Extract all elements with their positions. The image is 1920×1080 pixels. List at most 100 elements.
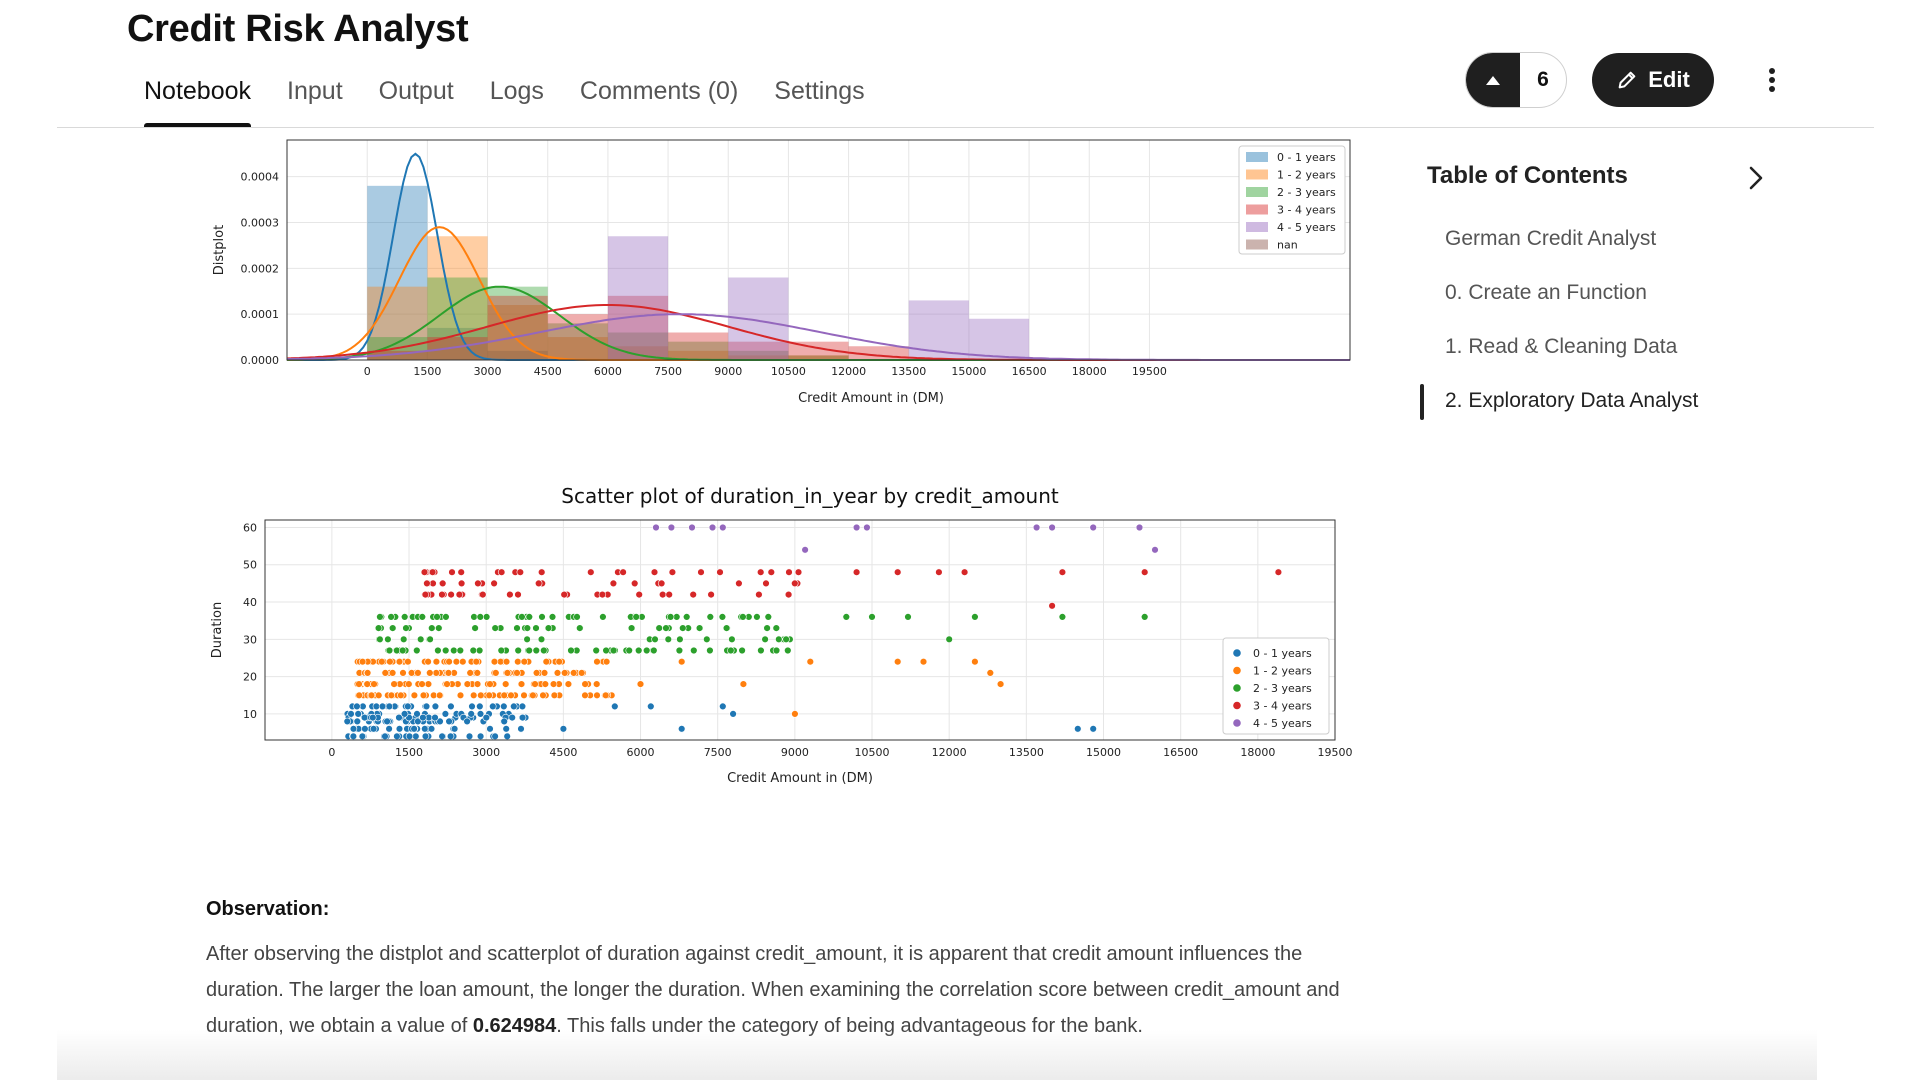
legend-label: 4 - 5 years [1253,717,1312,730]
scatter-point [347,710,355,718]
scatter-point [593,680,601,688]
scatter-point [587,568,595,576]
scatter-point [679,624,687,632]
scatter-point [609,579,618,588]
scatter-point [517,725,525,733]
scatter-point [757,646,765,655]
scatter-point [767,568,775,576]
kebab-menu-icon[interactable] [1760,62,1784,98]
scatter-point [631,579,639,588]
y-tick-label: 40 [243,596,257,609]
tab-logs[interactable]: Logs [489,77,544,105]
scatter-point [570,669,578,677]
scatter-point [429,579,437,588]
y-tick-label: 60 [243,521,257,534]
scatter-point [500,702,508,711]
x-tick-label: 19500 [1132,365,1167,378]
scatter-point [689,590,697,599]
scatter-point [395,713,403,722]
scatter-point [474,579,482,588]
scatter-point [667,523,676,532]
scatter-point [598,590,607,599]
toc-item-german-credit-analyst[interactable]: German Credit Analyst [1445,227,1657,250]
toc-item-create-function[interactable]: 0. Create an Function [1445,281,1647,304]
tab-settings[interactable]: Settings [774,77,865,105]
edit-button[interactable]: Edit [1592,53,1714,107]
scatter-point [728,635,736,644]
tab-input[interactable]: Input [287,77,343,105]
scatter-point [476,710,485,718]
scatter-point [514,590,522,599]
scatter-point [414,717,422,726]
scatter-point [893,658,902,666]
scatter-point [764,613,772,621]
upvote-button[interactable] [1466,53,1520,107]
hist-bar [668,332,729,360]
scatter-point [466,669,474,677]
scatter-point [432,669,440,677]
x-tick-label: 13500 [1009,746,1044,759]
scatter-point [370,680,378,688]
tab-comments[interactable]: Comments (0) [579,77,739,105]
hist-bar [668,350,729,360]
scatter-point [450,725,459,733]
scatter-point [619,568,627,576]
legend-label: 0 - 1 years [1253,647,1312,660]
scatter-point [666,613,675,621]
chevron-right-icon[interactable] [1744,163,1768,193]
scatter-point [386,658,394,666]
scatter-point [707,590,715,599]
scatter-point [791,579,799,588]
y-axis-label: Distplot [212,225,227,275]
scatter-point [627,624,636,632]
scatter-point [593,691,601,700]
x-tick-label: 18000 [1072,365,1107,378]
legend-label: 3 - 4 years [1277,204,1336,217]
hist-bar [968,318,1030,360]
scatter-point [497,646,505,655]
scatter-point [463,680,472,688]
tab-notebook[interactable]: Notebook [144,76,252,128]
scatter-point [652,523,660,532]
scatter-point [389,624,397,632]
scatter-point [402,624,410,632]
scatter-point [531,680,539,688]
scatter-point [446,732,455,740]
scatter-point [427,725,436,733]
scatter-point [447,590,455,599]
scatter-point [523,635,531,644]
scatter-point [381,732,389,740]
y-tick-label: 0.0003 [241,217,280,230]
scatter-point [491,624,499,632]
scatter-point [413,646,421,655]
legend-marker [1233,684,1241,692]
scatter-point [477,691,485,700]
scatter-point [502,680,510,688]
scatter-point [369,713,377,722]
toc-item-read-cleaning[interactable]: 1. Read & Cleaning Data [1445,335,1678,358]
scatter-point [784,590,793,599]
toc-item-eda[interactable]: 2. Exploratory Data Analyst [1445,389,1699,412]
scatter-point [659,590,667,599]
scatter-point [650,646,658,655]
scatter-point [436,691,444,700]
scatter-point [514,646,522,655]
scatter-point [503,669,512,677]
scatter-point [852,568,861,576]
scatter-point [532,669,541,677]
legend-label: nan [1277,239,1298,252]
scatter-point [378,658,386,666]
scatter-point [397,691,405,700]
x-tick-label: 3000 [472,746,500,759]
tab-output[interactable]: Output [378,77,454,105]
scatter-point [739,613,747,621]
scatter-point [388,669,397,677]
scatter-point [538,613,546,621]
plot-frame [264,519,1336,741]
scatter-point [1074,725,1082,733]
scatter-point [647,702,655,711]
toc-active-indicator [1420,384,1424,420]
x-tick-label: 19500 [1318,746,1353,759]
scatter-point [518,613,526,621]
scatter-point [436,717,444,726]
